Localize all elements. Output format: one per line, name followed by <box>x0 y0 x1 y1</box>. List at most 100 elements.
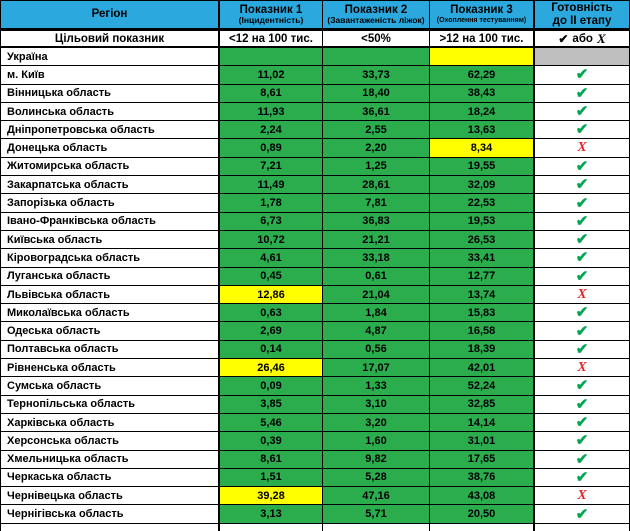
status-mark-icon: ✔ <box>575 377 589 395</box>
indicator2-value-cell: 21,21 <box>323 230 430 250</box>
table-row: Черкаська область 1,51 5,28 38,76 ✔ <box>1 468 630 488</box>
indicator2-value-cell: 4,87 <box>323 322 430 341</box>
readiness-cell: ✔ <box>535 450 630 469</box>
indicator2-value-cell: 33,18 <box>323 249 430 268</box>
readiness-cell: ✔ <box>535 194 630 213</box>
table-row: Херсонська область 0,39 1,60 31,01 ✔ <box>1 432 630 451</box>
status-mark-icon: ✔ <box>575 212 589 230</box>
region-name-cell: Харківська область <box>1 413 220 433</box>
indicator3-value-cell: 17,65 <box>430 450 535 469</box>
table-row: Донецька область 0,89 2,20 8,34 Х <box>1 139 630 158</box>
table-row: Волинська область 11,93 36,61 18,24 ✔ <box>1 102 630 122</box>
indicator1-value-cell: 3,85 <box>220 395 323 414</box>
status-mark-icon: ✔ <box>575 121 589 139</box>
status-mark-icon: Х <box>577 359 587 375</box>
region-name-cell: Запорізька область <box>1 194 220 213</box>
indicator1-value-cell <box>220 48 323 67</box>
indicator3-value-cell: 12,77 <box>430 267 535 286</box>
table-row: Вінницька область 8,61 18,40 38,43 ✔ <box>1 84 630 103</box>
table-row: Харківська область 5,46 3,20 14,14 ✔ <box>1 413 630 433</box>
indicator2-value-cell: 2,55 <box>323 121 430 140</box>
region-name-cell: Кіровоградська область <box>1 249 220 268</box>
indicator1-value-cell: 0,14 <box>220 340 323 360</box>
status-mark-icon: ✔ <box>575 395 589 413</box>
region-name-cell: Донецька область <box>1 139 220 158</box>
readiness-cell <box>535 48 630 67</box>
readiness-cell: ✔ <box>535 340 630 360</box>
status-mark-icon: ✔ <box>575 505 589 523</box>
header-indicator3: Показник 3 (Охоплення тестуванням) <box>430 1 535 31</box>
table-row: м. Київ 11,02 33,73 62,29 ✔ <box>1 66 630 85</box>
readiness-cell: ✔ <box>535 432 630 451</box>
status-mark-icon: ✔ <box>575 157 589 175</box>
header-readiness-line2: до II етапу <box>552 14 612 27</box>
indicator3-value-cell: 14,14 <box>430 413 535 433</box>
readiness-cell: ✔ <box>535 267 630 286</box>
indicator3-value-cell: 13,74 <box>430 285 535 305</box>
region-name-cell: Львівська область <box>1 285 220 305</box>
indicator1-value-cell: 7,21 <box>220 157 323 177</box>
table-row: Одеська область 2,69 4,87 16,58 ✔ <box>1 322 630 341</box>
readiness-cell: ✔ <box>535 84 630 103</box>
table-row: Львівська область 12,86 21,04 13,74 Х <box>1 285 630 305</box>
table-row: Миколаївська область 0,63 1,84 15,83 ✔ <box>1 304 630 323</box>
readiness-cell: ✔ <box>535 249 630 268</box>
indicator3-value-cell: 15,83 <box>430 304 535 323</box>
region-name-cell: Одеська область <box>1 322 220 341</box>
readiness-cell: ✔ <box>535 505 630 524</box>
indicator3-value-cell: 52,24 <box>430 377 535 396</box>
table-header-row: Регіон Показник 1 (Інцидентність) Показн… <box>1 1 630 31</box>
indicator1-value-cell: 1,78 <box>220 194 323 213</box>
status-mark-icon: ✔ <box>575 194 589 212</box>
cross-icon: Х <box>596 31 606 46</box>
indicator3-value-cell: 19,53 <box>430 212 535 231</box>
region-name-cell: Київська область <box>1 230 220 250</box>
indicator3-value-cell: 32,85 <box>430 395 535 414</box>
indicator3-value-cell: 19,55 <box>430 157 535 177</box>
indicator3-value-cell: 18,39 <box>430 340 535 360</box>
readiness-cell: ✔ <box>535 66 630 85</box>
indicator3-value-cell: 38,76 <box>430 468 535 488</box>
region-name-cell: м. Київ <box>1 66 220 85</box>
indicator1-value-cell: 8,61 <box>220 450 323 469</box>
indicator3-value-cell: 20,50 <box>430 505 535 524</box>
target-readiness-cell: ✔ або Х <box>535 31 630 48</box>
indicator2-value-cell: 17,07 <box>323 359 430 378</box>
indicator2-value-cell: 3,20 <box>323 413 430 433</box>
indicator1-value-cell: 11,02 <box>220 66 323 85</box>
readiness-cell: ✔ <box>535 395 630 414</box>
status-mark-icon: ✔ <box>575 103 589 121</box>
indicator2-value-cell: 5,28 <box>323 468 430 488</box>
readiness-cell: ✔ <box>535 212 630 231</box>
status-mark-icon: ✔ <box>575 231 589 249</box>
table-body: Україна м. Київ 11,02 33,73 62,29 ✔ Вінн… <box>1 48 630 524</box>
target-indicator1-cell: <12 на 100 тис. <box>220 31 323 48</box>
readiness-cell: Х <box>535 359 630 378</box>
region-name-cell: Волинська область <box>1 102 220 122</box>
region-name-cell: Херсонська область <box>1 432 220 451</box>
region-name-cell: Миколаївська область <box>1 304 220 323</box>
target-indicator-row: Цільовий показник <12 на 100 тис. <50% >… <box>1 31 630 48</box>
status-mark-icon: ✔ <box>575 414 589 432</box>
readiness-cell: ✔ <box>535 413 630 433</box>
header-indicator3-subtitle: (Охоплення тестуванням) <box>436 16 527 24</box>
indicator2-value-cell <box>323 48 430 67</box>
indicator1-value-cell: 0,63 <box>220 304 323 323</box>
indicator3-value-cell: 26,53 <box>430 230 535 250</box>
status-mark-icon: ✔ <box>575 267 589 285</box>
region-name-cell: Дніпропетровська область <box>1 121 220 140</box>
indicator1-value-cell: 39,28 <box>220 487 323 506</box>
indicator2-value-cell: 5,71 <box>323 505 430 524</box>
indicator2-value-cell: 1,33 <box>323 377 430 396</box>
region-name-cell: Луганська область <box>1 267 220 286</box>
region-name-cell: Хмельницька область <box>1 450 220 469</box>
table-row: Чернівецька область 39,28 47,16 43,08 Х <box>1 487 630 506</box>
table-row: Луганська область 0,45 0,61 12,77 ✔ <box>1 267 630 286</box>
status-mark-icon: ✔ <box>575 450 589 468</box>
target-indicator3-cell: >12 на 100 тис. <box>430 31 535 48</box>
region-name-cell: Івано-Франківська область <box>1 212 220 231</box>
indicator3-value-cell: 16,58 <box>430 322 535 341</box>
indicator3-value-cell <box>430 48 535 67</box>
status-mark-icon: ✔ <box>575 304 589 322</box>
